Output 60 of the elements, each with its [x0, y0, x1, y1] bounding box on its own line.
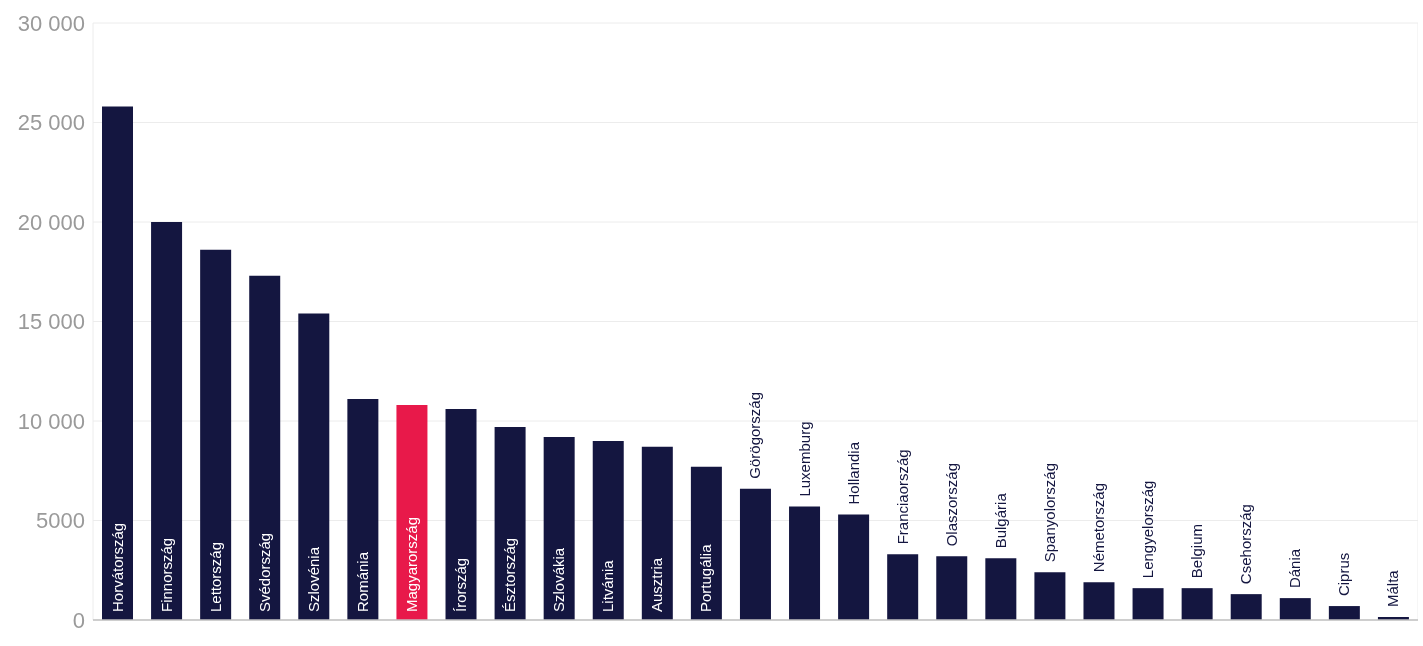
bar [1279, 598, 1311, 620]
y-tick-label: 0 [72, 607, 85, 633]
x-tick-label: Horvátország [108, 522, 126, 612]
bar [445, 409, 477, 620]
bar [936, 556, 968, 620]
bar [739, 488, 771, 620]
bar [347, 399, 379, 620]
bar [1034, 572, 1066, 620]
x-tick-label: Szlovákia [550, 547, 568, 612]
x-tick-label: Franciaország [893, 449, 911, 545]
x-tick-label: Málta [1384, 569, 1402, 608]
y-tick-label: 20 000 [17, 209, 85, 235]
x-tick-label: Románia [353, 551, 371, 612]
bar [789, 506, 821, 620]
x-tick-label: Bulgária [991, 492, 1009, 549]
x-tick-label: Belgium [1188, 523, 1206, 579]
bar [592, 440, 624, 620]
x-tick-label: Finnország [157, 537, 175, 612]
x-tick-label: Luxemburg [795, 421, 813, 497]
x-tick-label: Portugália [697, 543, 715, 612]
x-tick-label: Ausztria [648, 557, 666, 612]
x-tick-label: Németország [1089, 482, 1107, 573]
x-tick-label: Görögország [746, 391, 764, 479]
bar [1181, 588, 1213, 620]
bar [102, 106, 133, 620]
x-tick-label: Spanyolország [1040, 463, 1058, 563]
bar [1083, 582, 1115, 620]
bar [1132, 588, 1164, 620]
x-tick-label: Szlovénia [304, 546, 322, 612]
x-tick-label: Észtország [501, 537, 519, 612]
bar [1230, 594, 1262, 620]
bar [690, 466, 722, 620]
x-tick-label: Litvánia [599, 559, 617, 612]
x-tick-label: Svédország [255, 532, 273, 612]
x-tick-label: Dánia [1286, 548, 1304, 589]
x-tick-label: Ciprus [1335, 552, 1353, 597]
x-tick-label: Lettország [206, 541, 224, 612]
bar [151, 222, 183, 620]
bar [985, 558, 1017, 620]
bar [543, 436, 575, 620]
x-tick-label: Csehország [1237, 504, 1255, 585]
y-tick-label: 30 000 [17, 10, 85, 36]
bar [1328, 606, 1360, 620]
x-tick-label: Írország [452, 557, 470, 612]
y-tick-label: 5000 [36, 508, 85, 534]
bar [887, 554, 919, 620]
x-tick-label: Hollandia [844, 441, 862, 505]
bar [200, 249, 232, 620]
bar [838, 514, 870, 620]
x-tick-label: Lengyelország [1139, 480, 1157, 579]
bar [641, 446, 673, 620]
y-tick-label: 10 000 [17, 408, 85, 434]
bar [249, 275, 281, 620]
bar [396, 405, 428, 620]
y-tick-label: 25 000 [17, 110, 85, 136]
y-tick-label: 15 000 [17, 309, 85, 335]
bar [298, 313, 330, 620]
bar [494, 426, 526, 620]
x-tick-label: Magyarország [402, 516, 420, 612]
x-tick-label: Olaszország [942, 462, 960, 547]
